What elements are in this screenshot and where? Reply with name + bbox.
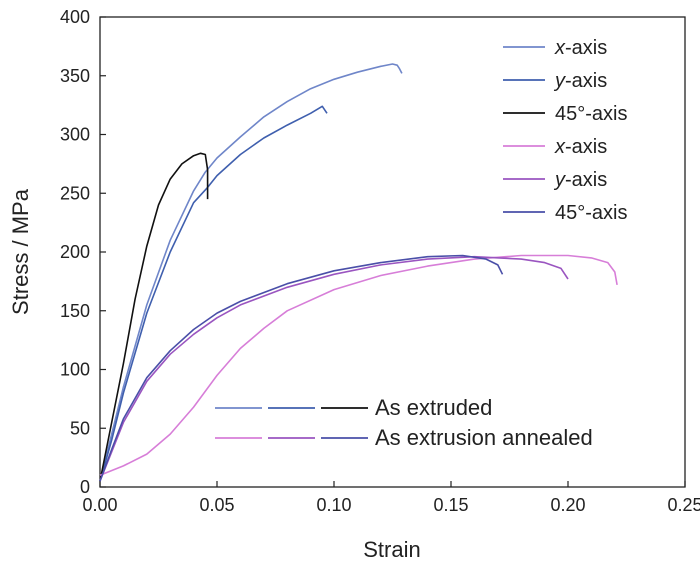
y-tick-label: 100 [60, 360, 90, 380]
y-tick-label: 0 [80, 477, 90, 497]
legend-label: 45°-axis [555, 103, 627, 125]
legend-axis-suffix: -axis [565, 37, 607, 59]
series-line-1 [99, 105, 328, 482]
y-tick-label: 150 [60, 301, 90, 321]
x-tick-label: 0.15 [433, 495, 468, 515]
legend-axis-suffix: 45°-axis [555, 202, 627, 224]
axis-ticks: 0.00 0.05 0.10 0.15 0.20 0.25 0 50 100 150 200 250 3… [60, 7, 700, 515]
y-tick-label: 300 [60, 125, 90, 145]
legend-label: x-axis [554, 136, 607, 158]
y-tick-label: 400 [60, 7, 90, 27]
legend-label: y-axis [553, 169, 607, 191]
legend-axis-suffix: -axis [565, 70, 607, 92]
series-line-3 [99, 254, 618, 477]
group-legend: As extruded As extrusion annealed [215, 395, 593, 450]
series-line-0 [99, 63, 403, 482]
y-tick-label: 250 [60, 183, 90, 203]
legend-axis-letter: x [554, 37, 566, 59]
legend-axis-letter: x [554, 136, 566, 158]
y-tick-label: 50 [70, 418, 90, 438]
series-line-5 [99, 254, 504, 482]
group-label: As extruded [375, 395, 492, 420]
legend-axis-suffix: 45°-axis [555, 103, 627, 125]
legend-label: 45°-axis [555, 202, 627, 224]
x-axis-title: Strain [363, 537, 420, 562]
legend-label: y-axis [553, 70, 607, 92]
group-label: As extrusion annealed [375, 425, 593, 450]
x-tick-label: 0.10 [316, 495, 351, 515]
legend-label: x-axis [554, 37, 607, 59]
y-axis-title: Stress / MPa [8, 188, 33, 315]
legend-axis-letter: y [553, 169, 566, 191]
x-tick-label: 0.00 [82, 495, 117, 515]
series-layer [99, 63, 618, 482]
x-tick-label: 0.05 [199, 495, 234, 515]
y-tick-label: 350 [60, 66, 90, 86]
legend-axis-letter: y [553, 70, 566, 92]
series-line-2 [99, 152, 209, 482]
x-tick-label: 0.25 [667, 495, 700, 515]
x-tick-label: 0.20 [550, 495, 585, 515]
series-line-4 [99, 255, 569, 482]
y-tick-label: 200 [60, 242, 90, 262]
legend-axis-suffix: -axis [565, 136, 607, 158]
legend-axis-suffix: -axis [565, 169, 607, 191]
